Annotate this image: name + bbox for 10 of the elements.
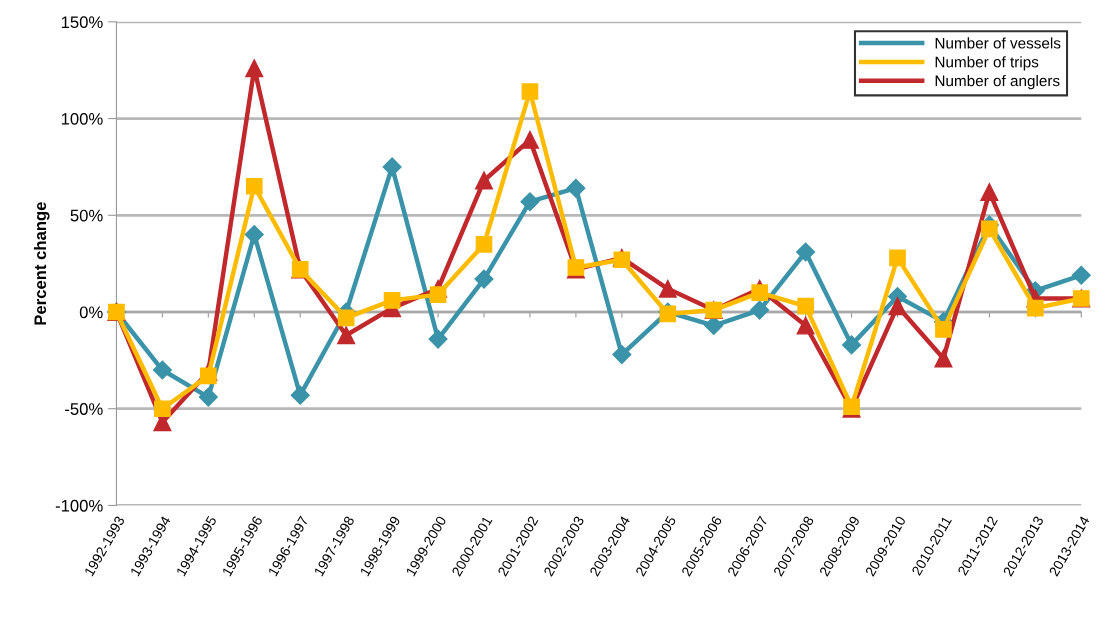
legend-label: Number of anglers <box>935 75 1060 90</box>
legend-label: Number of trips <box>935 56 1039 71</box>
y-tick-label: 0% <box>79 306 103 319</box>
y-tick-label: 50% <box>70 209 103 222</box>
y-tick-label: 150% <box>61 16 103 29</box>
legend-label: Number of vessels <box>935 37 1061 49</box>
y-tick-label: -50% <box>65 403 103 415</box>
y-tick-label: 100% <box>61 112 103 125</box>
y-tick-label: -100% <box>55 499 103 512</box>
y-axis-title: Percent change <box>33 202 50 325</box>
